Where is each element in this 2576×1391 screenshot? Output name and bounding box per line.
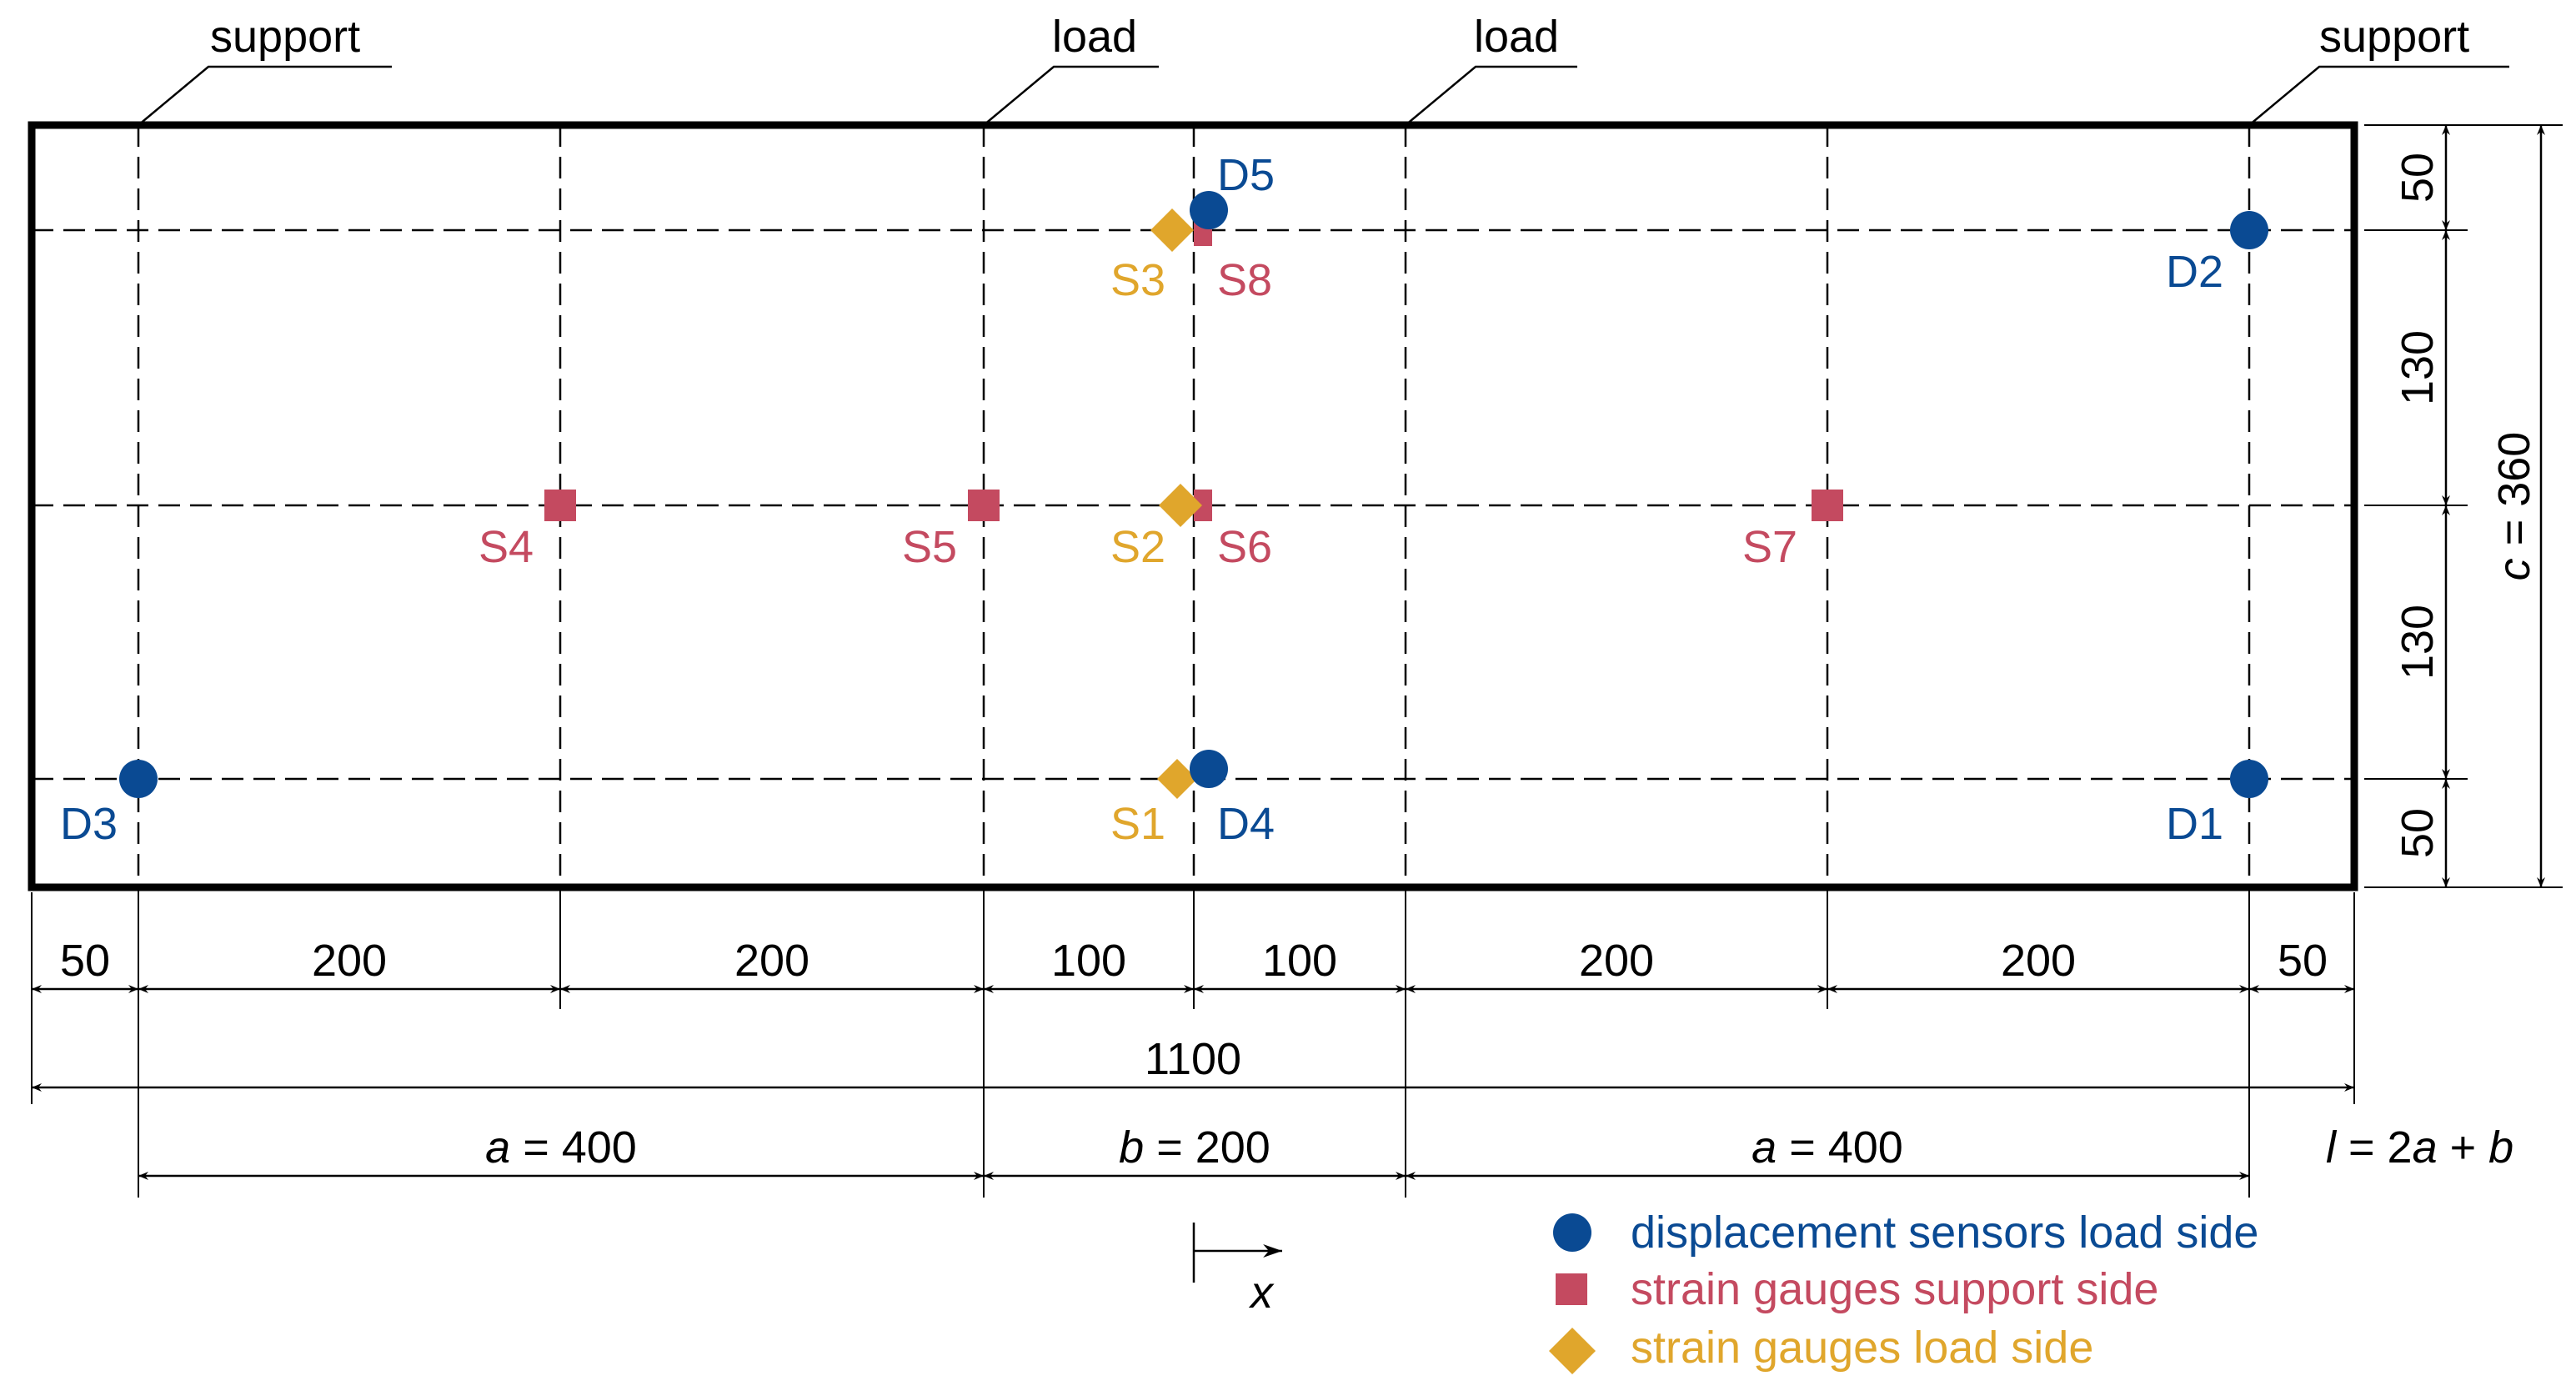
legend-strain-load-label: strain gauges load side	[1631, 1323, 2093, 1373]
strain-gauge-s3-marker	[1150, 208, 1194, 252]
strain-gauge-s1-label: S1	[1110, 799, 1165, 849]
sensor-d3-label: D3	[60, 799, 118, 849]
load-right-label: load	[1474, 12, 1559, 62]
strain-gauge-s7-label: S7	[1742, 522, 1797, 572]
top-leaders	[138, 65, 2509, 126]
legend-displacement-marker	[1553, 1213, 1591, 1252]
strain-gauge-s5-marker	[968, 490, 1000, 521]
strain-gauge-s6-label: S6	[1217, 522, 1272, 572]
strain-gauge-s5-label: S5	[902, 522, 957, 572]
dim-a-left-label: a = 400	[485, 1122, 637, 1173]
support-left-label: support	[210, 12, 360, 62]
legend-strain-load-marker	[1549, 1328, 1596, 1374]
x-axis-label: x	[1248, 1268, 1275, 1318]
strain-gauge-s4-label: S4	[479, 522, 534, 572]
sensor-d1-label: D1	[2166, 799, 2223, 849]
legend-strain-support-marker	[1556, 1273, 1587, 1305]
strain-gauge-s2-marker	[1159, 484, 1202, 527]
dim-total-label: 1100	[1145, 1034, 1241, 1084]
dim-vertical-130-lower-label: 130	[2393, 605, 2443, 680]
strain-gauges-load-markers	[1150, 208, 1202, 799]
vertical-extension-lines	[2364, 124, 2563, 888]
dim-200-3-label: 200	[1579, 936, 1654, 986]
strain-gauge-s2-label: S2	[1110, 522, 1165, 572]
dim-a-right-label: a = 400	[1752, 1122, 1903, 1173]
strain-gauge-s6-marker	[1194, 490, 1212, 521]
sensor-d5-marker	[1190, 191, 1228, 229]
dim-200-1-label: 200	[312, 936, 387, 986]
dim-100-1-label: 100	[1051, 936, 1126, 986]
dim-50-left-label: 50	[60, 936, 110, 986]
displacement-sensor-markers	[119, 191, 2268, 798]
dim-vertical-50-bottom-label: 50	[2393, 808, 2443, 858]
sensor-d5-label: D5	[1217, 150, 1275, 200]
strain-gauge-s1-marker	[1157, 759, 1197, 799]
dim-b-label: b = 200	[1119, 1122, 1270, 1173]
dim-vertical-50-top-label: 50	[2393, 153, 2443, 203]
dim-l-formula-label: l = 2a + b	[2326, 1122, 2513, 1173]
dim-200-4-label: 200	[2001, 936, 2076, 986]
dim-c-label: c = 360	[2489, 432, 2539, 581]
dim-100-2-label: 100	[1262, 936, 1337, 986]
support-right-label: support	[2319, 12, 2469, 62]
load-left-label: load	[1052, 12, 1137, 62]
dim-vertical-130-upper-label: 130	[2393, 330, 2443, 405]
legend-strain-support-label: strain gauges support side	[1631, 1264, 2158, 1314]
sensor-d3-marker	[119, 760, 158, 798]
sensor-d4-marker	[1190, 750, 1228, 788]
sensor-d4-label: D4	[1217, 799, 1275, 849]
legend-displacement-label: displacement sensors load side	[1631, 1208, 2258, 1258]
horizontal-extension-lines	[31, 887, 2355, 1198]
strain-gauge-s3-label: S3	[1110, 255, 1165, 305]
strain-gauge-s8-label: S8	[1217, 255, 1272, 305]
strain-gauge-s4-marker	[544, 490, 576, 521]
dim-200-2-label: 200	[734, 936, 809, 986]
sensor-d1-marker	[2230, 760, 2268, 798]
strain-gauge-s7-marker	[1812, 490, 1843, 521]
sensor-d2-label: D2	[2166, 247, 2223, 297]
sensor-d2-marker	[2230, 211, 2268, 249]
legend: displacement sensors load side strain ga…	[1549, 1208, 2258, 1374]
dim-50-right-label: 50	[2278, 936, 2328, 986]
